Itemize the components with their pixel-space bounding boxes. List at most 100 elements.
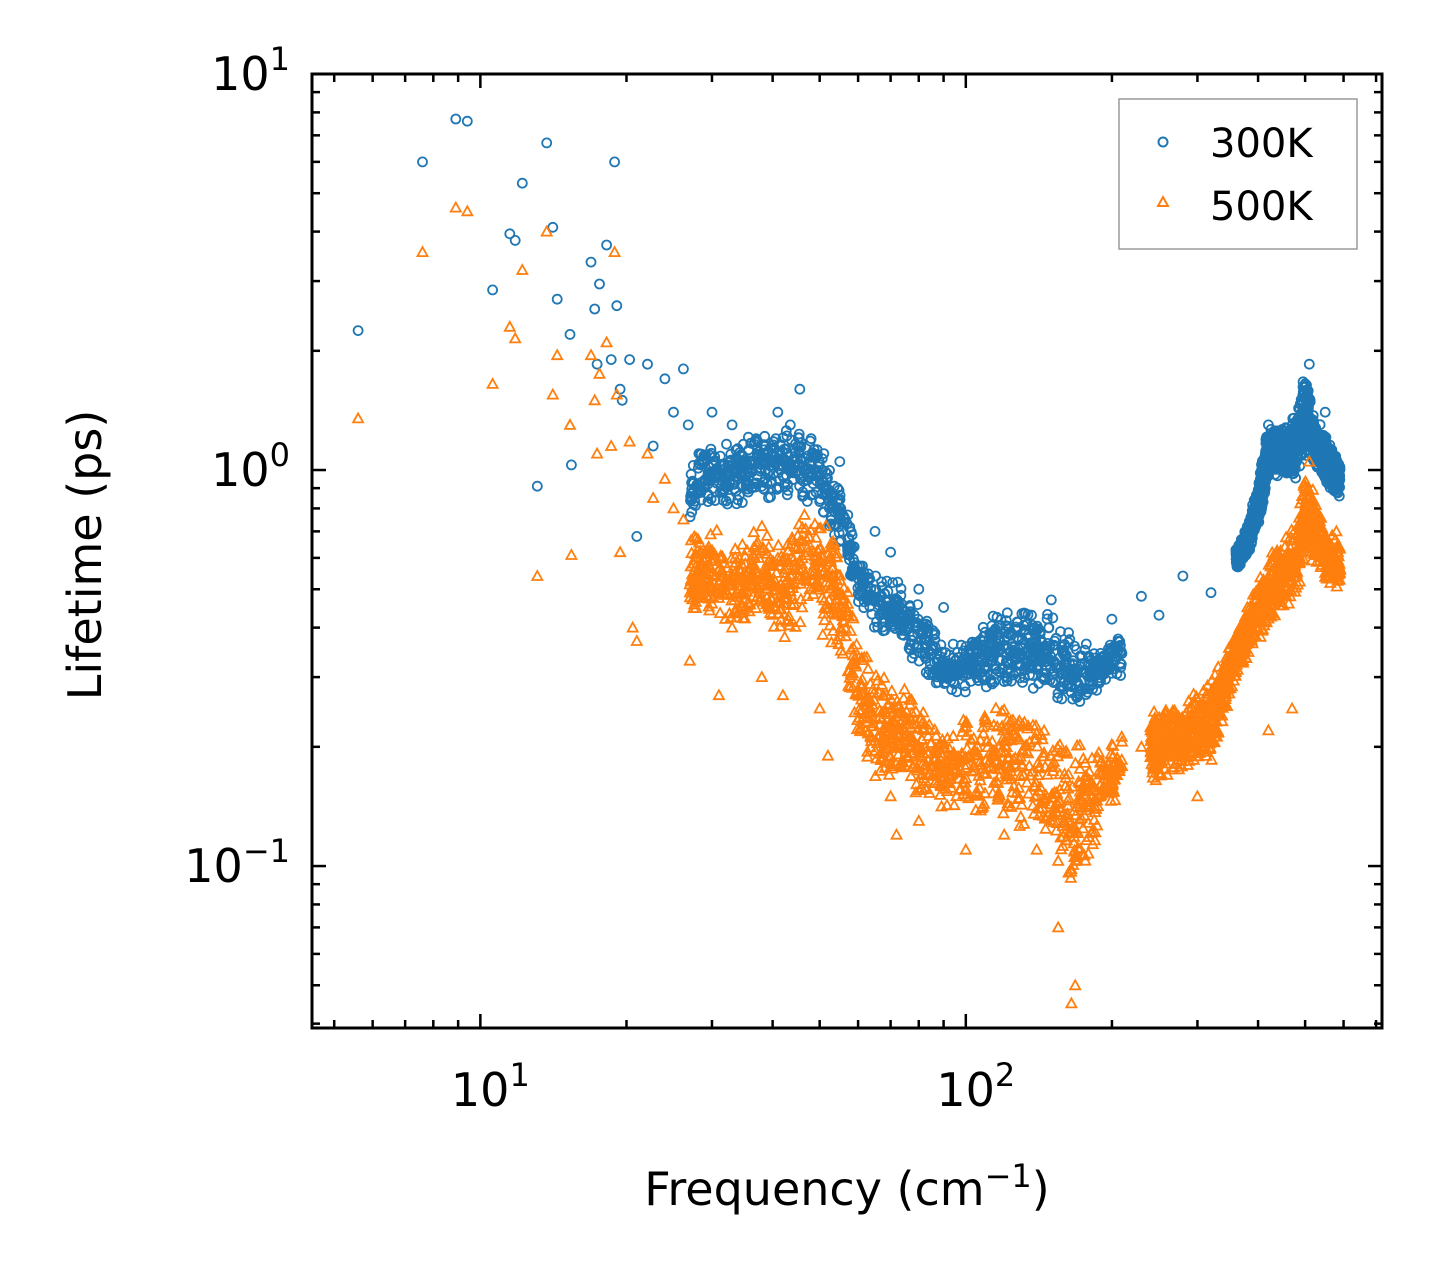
data-point-300k bbox=[1242, 526, 1254, 538]
data-point-300k bbox=[772, 467, 784, 479]
data-point-500k bbox=[1073, 842, 1087, 854]
data-point-300k bbox=[842, 549, 854, 560]
data-point-500k bbox=[951, 754, 965, 767]
data-point-300k bbox=[784, 419, 796, 431]
data-point-300k bbox=[1083, 650, 1094, 662]
data-point-300k bbox=[981, 656, 993, 668]
data-point-300k bbox=[921, 639, 933, 651]
data-point-300k bbox=[901, 609, 913, 621]
data-point-300k bbox=[1254, 480, 1265, 492]
data-point-300k bbox=[668, 406, 679, 418]
data-point-300k bbox=[685, 468, 697, 480]
data-point-300k bbox=[1292, 439, 1303, 451]
data-point-300k bbox=[564, 328, 576, 340]
data-point-300k bbox=[865, 591, 876, 603]
data-point-300k bbox=[1102, 653, 1114, 665]
data-point-300k bbox=[954, 663, 966, 675]
data-point-300k bbox=[547, 221, 559, 233]
data-point-500k bbox=[1022, 759, 1036, 771]
data-point-300k bbox=[1048, 639, 1060, 651]
data-point-500k bbox=[1020, 775, 1034, 788]
data-point-300k bbox=[659, 373, 671, 385]
data-point-500k bbox=[981, 740, 995, 752]
data-point-300k bbox=[516, 177, 528, 189]
data-point-500k bbox=[1056, 839, 1070, 851]
data-point-300k bbox=[1104, 639, 1116, 651]
data-point-300k bbox=[822, 472, 833, 484]
data-point-300k bbox=[1298, 416, 1310, 427]
data-point-300k bbox=[766, 475, 777, 487]
data-point-500k bbox=[1106, 749, 1120, 762]
data-point-300k bbox=[959, 680, 971, 692]
data-point-300k bbox=[594, 278, 605, 290]
data-point-300k bbox=[1047, 612, 1059, 624]
data-point-300k bbox=[1253, 505, 1265, 517]
data-point-300k bbox=[642, 358, 653, 370]
data-point-500k bbox=[735, 537, 749, 550]
data-point-300k bbox=[1083, 658, 1095, 670]
data-point-300k bbox=[798, 460, 810, 472]
data-point-300k bbox=[731, 498, 742, 510]
data-point-300k bbox=[920, 667, 932, 678]
data-point-300k bbox=[1311, 442, 1323, 454]
data-point-300k bbox=[818, 506, 830, 518]
data-point-300k bbox=[938, 602, 949, 613]
data-point-300k bbox=[1106, 613, 1118, 625]
data-point-300k bbox=[842, 532, 854, 544]
data-point-500k bbox=[1039, 821, 1053, 834]
data-point-300k bbox=[769, 442, 780, 454]
data-point-300k bbox=[948, 676, 959, 688]
data-point-300k bbox=[1272, 452, 1283, 464]
data-point-300k bbox=[1041, 653, 1053, 664]
data-point-300k bbox=[736, 456, 748, 468]
data-point-500k bbox=[767, 619, 781, 632]
data-point-500k bbox=[747, 525, 761, 538]
data-point-500k bbox=[710, 523, 724, 536]
data-point-300k bbox=[1011, 616, 1023, 628]
data-point-500k bbox=[846, 666, 860, 679]
data-point-500k bbox=[839, 629, 853, 642]
data-point-300k bbox=[1286, 419, 1298, 431]
data-point-300k bbox=[813, 458, 825, 470]
data-point-500k bbox=[921, 729, 935, 741]
data-point-300k bbox=[810, 470, 822, 482]
data-point-300k bbox=[721, 438, 732, 450]
data-point-300k bbox=[774, 449, 786, 461]
data-point-500k bbox=[841, 679, 856, 691]
data-point-500k bbox=[1037, 745, 1051, 758]
data-point-300k bbox=[1290, 450, 1302, 462]
data-point-500k bbox=[809, 530, 823, 543]
data-point-300k bbox=[1036, 671, 1047, 683]
data-point-500k bbox=[1026, 798, 1040, 811]
data-point-300k bbox=[794, 383, 806, 395]
data-point-500k bbox=[830, 546, 844, 559]
data-point-300k bbox=[566, 459, 577, 471]
data-point-300k bbox=[858, 602, 870, 614]
data-point-300k bbox=[1256, 467, 1268, 479]
data-point-500k bbox=[861, 661, 875, 674]
data-point-300k bbox=[976, 654, 988, 666]
data-point-300k bbox=[1241, 528, 1253, 539]
data-point-300k bbox=[693, 448, 705, 460]
data-point-500k bbox=[870, 673, 885, 686]
data-point-300k bbox=[1069, 640, 1080, 652]
data-point-300k bbox=[1304, 413, 1316, 425]
data-point-500k bbox=[1022, 786, 1036, 799]
data-point-300k bbox=[1107, 655, 1119, 667]
data-point-500k bbox=[797, 508, 812, 520]
data-point-300k bbox=[807, 451, 819, 463]
data-point-300k bbox=[1092, 666, 1104, 677]
data-point-500k bbox=[952, 783, 966, 795]
data-point-500k bbox=[940, 798, 954, 811]
data-point-300k bbox=[887, 577, 898, 588]
data-point-500k bbox=[1061, 781, 1075, 794]
data-point-500k bbox=[973, 733, 987, 746]
data-point-500k bbox=[1092, 745, 1106, 758]
data-point-300k bbox=[1115, 670, 1126, 681]
data-point-300k bbox=[772, 406, 784, 418]
data-point-300k bbox=[977, 621, 989, 633]
data-point-300k bbox=[881, 575, 893, 587]
data-point-300k bbox=[966, 652, 978, 664]
data-point-300k bbox=[818, 448, 830, 460]
